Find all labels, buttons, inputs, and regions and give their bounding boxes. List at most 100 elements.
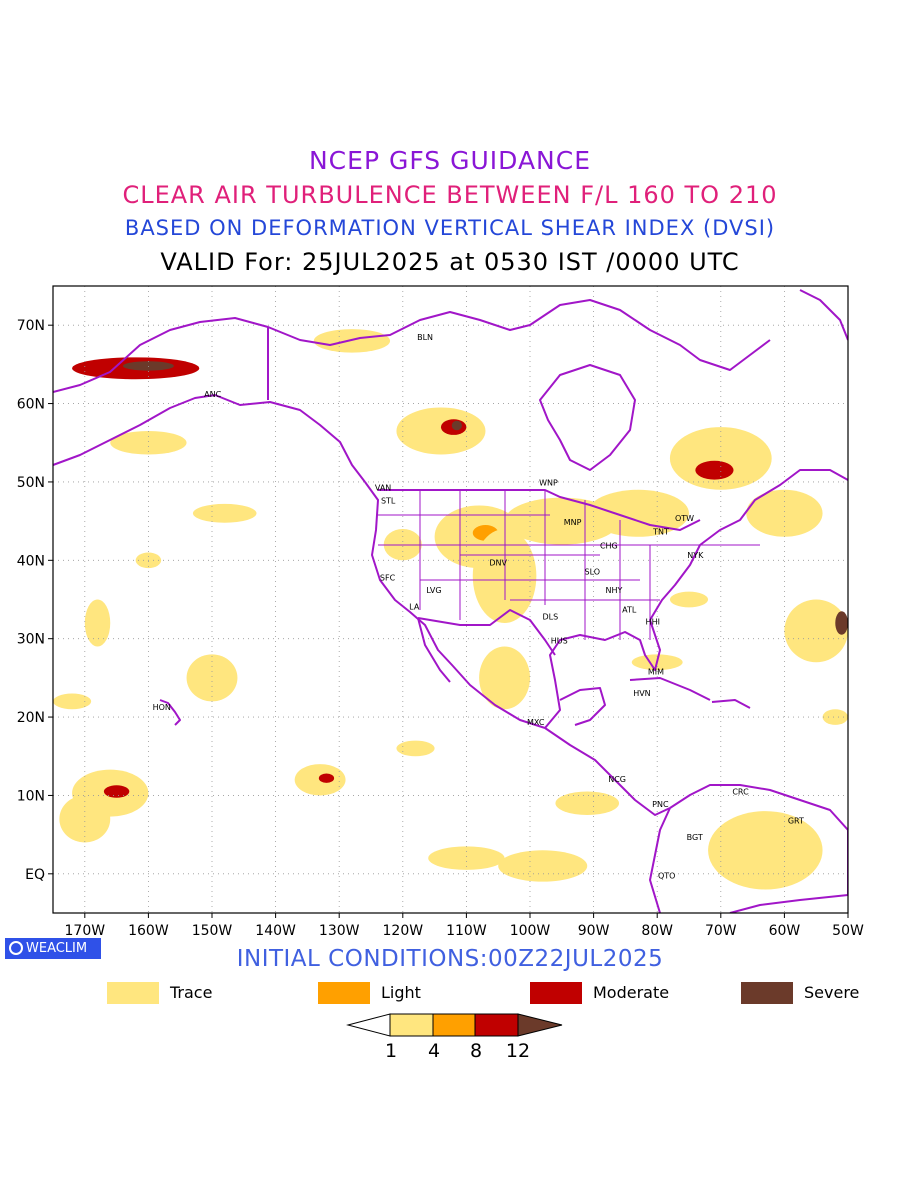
lat-tick-label: 50N [17,475,45,491]
turbulence-area-trace [396,407,486,455]
station-hon: HON [153,703,171,712]
us-canada-border [378,489,701,531]
station-anc: ANC [204,390,221,399]
lat-tick-label: 30N [17,632,45,648]
station-lvg: LVG [426,586,441,595]
station-pnc: PNC [652,800,669,809]
turbulence-area-trace [708,811,823,890]
legend-light-swatch [318,982,370,1004]
lon-tick-label: 140W [255,923,296,939]
lon-tick-label: 50W [832,923,864,939]
hispaniola [711,699,751,709]
station-otw: OTW [675,514,694,523]
station-dnv: DNV [489,559,507,568]
station-bln: BLN [417,333,433,342]
turbulence-area-trace [784,599,848,663]
station-mxc: MXC [527,718,545,727]
station-hus: HUS [551,636,568,645]
central-america [544,727,671,816]
turbulence-area-moderate [695,460,734,480]
lon-tick-label: 60W [769,923,801,939]
colorbar-trace [389,1013,434,1037]
station-grt: GRT [788,817,804,826]
turbulence-area-severe [835,611,848,635]
lon-tick-label: 150W [192,923,233,939]
turbulence-layer [53,329,848,890]
lat-tick-label: 10N [17,788,45,804]
station-wnp: WNP [539,479,558,488]
lat-tick-label: 20N [17,710,45,726]
station-hhi: HHI [646,617,660,626]
station-tnt: TNT [652,527,669,536]
station-dls: DLS [543,613,559,622]
turbulence-area-trace [110,430,187,455]
weaclim-badge: WEACLIM [5,938,101,959]
station-mim: MIM [648,668,664,677]
badge-label: WEACLIM [26,941,88,956]
station-chg: CHG [600,541,618,550]
turbulence-area-trace [186,654,238,702]
title-model: NCEP GFS GUIDANCE [308,146,591,175]
axis-labels: 170W 160W 150W 140W 130W 120W 110W 100W 90W 80W 70… [17,318,864,939]
station-mnp: MNP [564,518,582,527]
station-crc: CRC [732,788,749,797]
colorbar-tick-1: 1 [384,1040,398,1062]
lat-tick-label: 60N [17,397,45,413]
lon-tick-label: 100W [510,923,551,939]
lon-tick-label: 70W [705,923,737,939]
station-markers: BLN ANC VAN STL WNP MNP TNT OTW CHG NYK DNV SFC SLO L… [153,333,804,880]
cuba [629,677,711,701]
lon-tick-label: 110W [446,923,487,939]
turbulence-area-severe [451,420,462,431]
lon-tick-label: 120W [383,923,424,939]
hudson-bay [539,364,636,471]
station-stl: STL [381,497,396,506]
title-index: BASED ON DEFORMATION VERTICAL SHEAR INDE… [124,216,776,240]
state-lines [378,490,760,640]
hawaii [159,699,181,726]
station-van: VAN [375,483,391,492]
turbulence-area-trace [746,489,823,537]
turbulence-area-moderate [318,773,335,783]
gulf-coast [544,469,848,729]
turbulence-area-trace [479,646,530,710]
legend-trace-swatch [107,982,159,1004]
station-sfc: SFC [380,574,396,583]
turbulence-area-trace [428,846,505,870]
lat-tick-label: 70N [17,318,45,334]
turbulence-area-trace [53,693,92,710]
colorbar-tick-12: 12 [505,1040,531,1062]
station-slo: SLO [585,567,601,576]
lat-tick-label: 40N [17,553,45,569]
turbulence-area-trace [192,503,257,523]
station-qto: QTO [658,871,675,880]
turbulence-area-trace [84,599,111,647]
colorbar-moderate [474,1013,519,1037]
turbulence-area-moderate [103,785,130,798]
weaclim-logo-icon [9,941,23,955]
station-ncg: NCG [608,775,626,784]
station-hvn: HVN [633,689,650,698]
colorbar-min-arrow [346,1013,391,1037]
colorbar-max-arrow [517,1013,563,1037]
station-bgt: BGT [687,833,703,842]
alaska-south-coast [53,394,366,483]
turbulence-area-trace [669,591,709,608]
arctic-coast [53,299,771,393]
coastlines [53,289,848,913]
initial-conditions: INITIAL CONDITIONS:00Z22JUL2025 [236,946,664,972]
turbulence-area-trace [587,489,689,537]
baja-california [417,617,451,683]
south-america [649,784,848,913]
lon-tick-label: 90W [578,923,610,939]
map-frame [52,285,849,914]
turbulence-area-severe [122,361,174,371]
us-mexico-border [417,609,556,656]
legend-light-label: Light [381,983,421,1002]
title-product: CLEAR AIR TURBULENCE BETWEEN F/L 160 TO … [122,181,778,209]
yucatan [559,687,606,726]
colorbar-tick-4: 4 [427,1040,441,1062]
turbulence-area-trace [59,795,111,843]
title-valid-time: VALID For: 25JUL2025 at 0530 IST /0000 U… [160,248,740,276]
